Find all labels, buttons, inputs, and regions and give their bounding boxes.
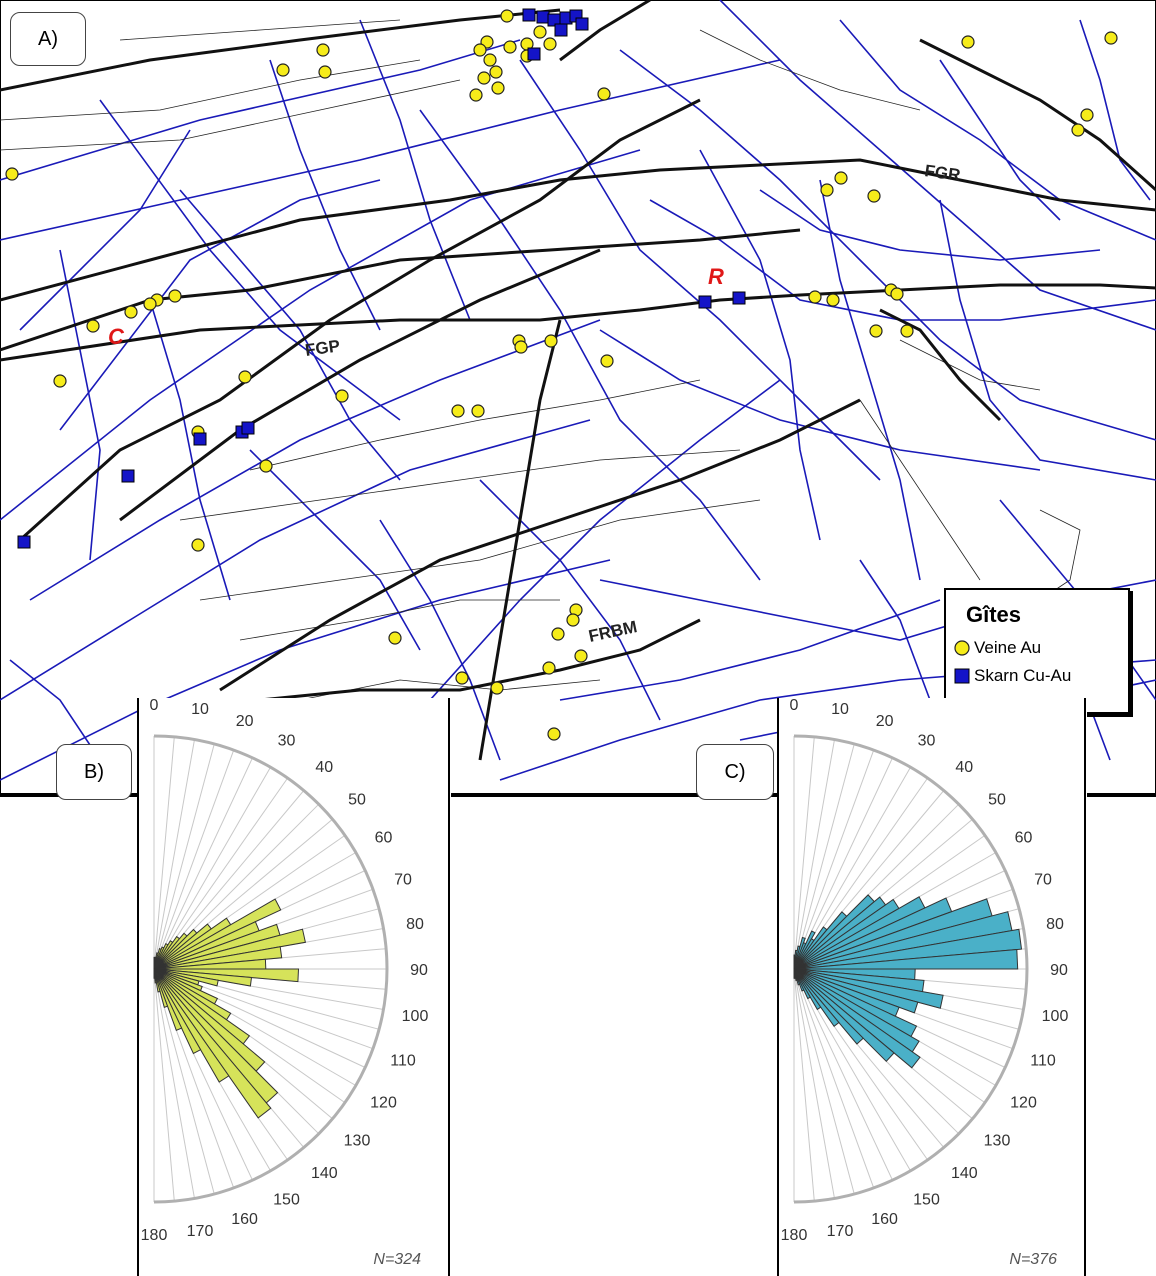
rose-tick-label: 80 — [1046, 916, 1064, 933]
rose-diagram-b: 0 10 20 30 40 50 60 70 80 90 100 110 120 130 140 150 160… — [137, 698, 450, 1276]
rose-tick-label: 0 — [150, 698, 159, 714]
rose-tick-label: 20 — [876, 713, 894, 730]
rose-petals — [793, 894, 1023, 1069]
rose-tick-label: 180 — [781, 1227, 808, 1244]
legend-label-skarn: Skarn Cu-Au — [974, 666, 1072, 685]
rose-petals — [153, 898, 307, 1119]
rose-tick-label: 10 — [831, 701, 849, 718]
rose-grid-spoke — [793, 968, 835, 1199]
rose-petal — [153, 968, 156, 979]
rose-tick-label: 130 — [984, 1132, 1011, 1149]
rose-tick-label: 110 — [1030, 1053, 1056, 1070]
rose-tick-label: 180 — [141, 1227, 168, 1244]
blue-square-icon — [954, 668, 970, 684]
rose-tick-label: 40 — [955, 759, 973, 776]
panel-label-a: A) — [10, 12, 86, 66]
rose-grid-spoke — [153, 968, 195, 1199]
rose-tick-label: 110 — [390, 1053, 416, 1070]
rose-grid-spoke — [153, 968, 175, 1202]
rose-outer-circle — [153, 734, 389, 1204]
rose-grid-spoke — [793, 743, 855, 970]
rose-tick-label: 120 — [1010, 1095, 1037, 1112]
panel-label-c: C) — [696, 744, 774, 800]
rose-sample-count: N=324 — [373, 1251, 421, 1268]
rose-tick-label: 90 — [410, 962, 428, 979]
legend-label-gold-vein: Veine Au — [974, 638, 1042, 657]
rose-tick-label: 80 — [406, 916, 424, 933]
rose-sample-count: N=376 — [1009, 1251, 1057, 1268]
rose-tick-label: 60 — [375, 830, 393, 847]
rose-outer-circle — [793, 734, 1029, 1204]
rose-tick-label: 140 — [951, 1165, 978, 1182]
rose-tick-labels: 0 10 20 30 40 50 60 70 80 90 100 110 120 130 140 150 160… — [781, 698, 1069, 1244]
rose-grid-spoke — [153, 757, 253, 970]
rose-grid-spoke — [793, 968, 875, 1189]
rose-petal — [153, 968, 279, 1104]
rose-tick-label: 100 — [402, 1008, 429, 1025]
rose-tick-label: 160 — [231, 1211, 258, 1228]
rose-tick-label: 90 — [1050, 962, 1068, 979]
rose-tick-label: 70 — [394, 871, 412, 888]
rose-tick-label: 70 — [1034, 871, 1052, 888]
gold-vein-occurrences — [5, 9, 1118, 741]
rose-tick-label: 30 — [918, 733, 936, 750]
rose-tick-label: 60 — [1015, 830, 1033, 847]
rose-grid-spoke — [793, 968, 893, 1181]
rose-tick-label: 40 — [315, 759, 333, 776]
legend-item-skarn: Skarn Cu-Au — [952, 666, 1071, 686]
fault-label-fgp: FGP — [304, 336, 341, 360]
rose-tick-label: 120 — [370, 1095, 397, 1112]
rose-tick-label: 50 — [988, 792, 1006, 809]
rose-diagram-b-panel: 0 10 20 30 40 50 60 70 80 90 100 110 120 130 140 150 160… — [137, 698, 451, 1276]
rose-tick-labels: 0 10 20 30 40 50 60 70 80 90 100 110 120 130 140 150 160… — [141, 698, 429, 1244]
rose-petal — [153, 968, 272, 1119]
rose-tick-label: 160 — [871, 1211, 898, 1228]
geologic-map: FGR FGP FRBM R C — [0, 0, 1156, 797]
rose-grid-spoke — [793, 739, 835, 970]
rose-tick-label: 150 — [273, 1192, 300, 1209]
rose-tick-label: 140 — [311, 1165, 338, 1182]
rose-tick-label: 30 — [278, 733, 296, 750]
rose-tick-label: 0 — [790, 698, 799, 714]
legend-item-gold-vein: Veine Au — [952, 638, 1041, 658]
rose-grid-spoke — [153, 749, 235, 970]
rose-tick-label: 100 — [1042, 1008, 1069, 1025]
rose-grid-spoke — [153, 743, 215, 970]
rose-tick-label: 170 — [827, 1223, 854, 1240]
fault-label-fgr: FGR — [923, 161, 961, 185]
rose-grid-spoke — [793, 736, 815, 970]
skarn-occurrences — [17, 8, 746, 549]
rose-tick-label: 130 — [344, 1132, 371, 1149]
panel-label-b: B) — [56, 744, 132, 800]
rose-tick-label: 170 — [187, 1223, 214, 1240]
rose-tick-label: 150 — [913, 1192, 940, 1209]
rose-tick-label: 20 — [236, 713, 254, 730]
rose-grid-spoke — [793, 749, 875, 970]
rose-grid-spoke — [153, 739, 195, 970]
major-faults — [0, 0, 1156, 761]
rose-grid-spoke — [793, 968, 815, 1202]
yellow-circle-icon — [954, 640, 970, 656]
map-legend: Gîtes Veine Au Skarn Cu-Au — [944, 588, 1130, 714]
rose-grid-spoke — [793, 968, 855, 1195]
legend-title: Gîtes — [966, 602, 1022, 627]
site-label-c: C — [108, 324, 125, 349]
rose-tick-label: 50 — [348, 792, 366, 809]
geologic-contacts — [0, 19, 1081, 701]
rose-tick-label: 10 — [191, 701, 209, 718]
rose-diagram-c-panel: 0 10 20 30 40 50 60 70 80 90 100 110 120 130 140 150 160… — [777, 698, 1087, 1276]
rose-grid-spoke — [153, 766, 271, 970]
rose-petal — [793, 968, 796, 979]
site-label-r: R — [708, 264, 724, 289]
rose-grid-spoke — [153, 736, 175, 970]
rose-diagram-c: 0 10 20 30 40 50 60 70 80 90 100 110 120 130 140 150 160… — [777, 698, 1086, 1276]
